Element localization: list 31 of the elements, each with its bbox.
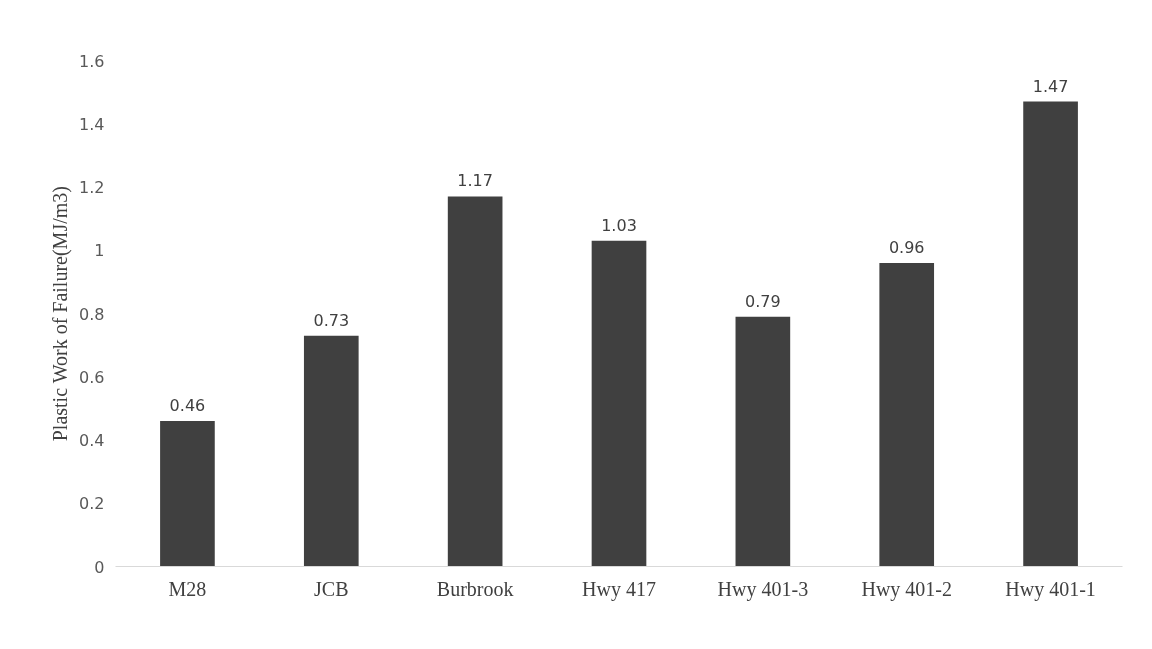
data-label: 1.17 [457, 171, 493, 191]
x-tick-label: JCB [314, 577, 349, 600]
bar [303, 335, 359, 567]
bar [735, 316, 791, 567]
data-label: 0.79 [745, 291, 781, 311]
data-label: 0.96 [888, 237, 925, 257]
y-axis-title: Plastic Work of Failure(MJ/m3) [49, 186, 73, 442]
bar [160, 421, 215, 567]
data-label: 1.47 [1032, 76, 1069, 96]
bar [591, 240, 647, 567]
x-tick-label: Hwy 401-2 [861, 577, 952, 601]
y-tick-label: 0 [94, 557, 105, 577]
y-tick-label: 0.8 [79, 304, 105, 324]
bar [447, 196, 503, 567]
x-tick-label: Hwy 401-3 [717, 577, 809, 601]
data-label: 0.73 [313, 310, 350, 330]
bar [879, 262, 935, 567]
y-tick-label: 1.6 [79, 51, 105, 71]
data-label: 1.03 [601, 215, 637, 235]
x-tick-label: Burbrook [436, 577, 514, 600]
y-tick-label: 1.2 [79, 178, 105, 197]
x-tick-label: M28 [168, 577, 207, 600]
y-tick-label: 1.4 [79, 114, 105, 134]
x-tick-label: Hwy 417 [582, 577, 656, 601]
data-label: 0.46 [169, 396, 206, 416]
y-tick-label: 0.2 [79, 494, 105, 514]
y-tick-label: 1 [94, 241, 105, 261]
x-tick-label: Hwy 401-1 [1005, 577, 1096, 601]
y-tick-label: 0.6 [79, 367, 105, 387]
bar [1023, 101, 1078, 567]
y-tick-label: 0.4 [79, 431, 105, 450]
